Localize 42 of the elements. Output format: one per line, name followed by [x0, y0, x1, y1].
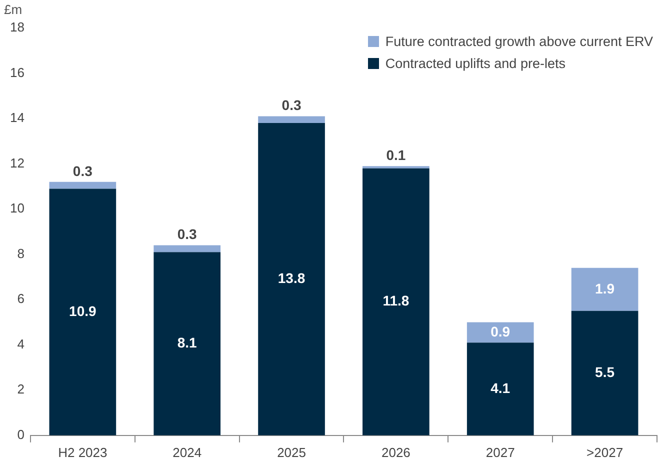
y-tick-label: 10	[10, 200, 24, 216]
bar	[571, 268, 638, 311]
x-tick-label: >2027	[586, 444, 624, 460]
x-tick-label: 2024	[172, 444, 202, 460]
data-label: 5.5	[595, 364, 615, 380]
y-tick-label: 0	[17, 426, 24, 442]
data-label: 0.9	[490, 323, 510, 340]
data-label: 4.1	[490, 380, 510, 396]
data-label: 10.9	[69, 302, 97, 319]
bar	[362, 168, 430, 436]
bar	[258, 116, 325, 124]
y-tick-label: 6	[17, 291, 24, 306]
x-tick-label: 2027	[486, 444, 515, 460]
data-label: 1.9	[595, 280, 615, 296]
x-tick-label: 2025	[277, 444, 306, 460]
bar	[154, 252, 221, 436]
legend-label: Contracted uplifts and pre-lets	[385, 56, 566, 71]
bar	[571, 310, 638, 436]
y-tick-label: 12	[10, 155, 24, 170]
y-tick-label: 2	[17, 382, 24, 397]
data-label: 11.8	[382, 292, 410, 309]
data-label: 0.3	[72, 162, 93, 179]
y-tick-label: 16	[10, 64, 24, 80]
data-label: 13.8	[278, 270, 306, 286]
data-label: 8.1	[177, 334, 198, 351]
data-label: 0.3	[282, 97, 302, 114]
y-tick-label: 18	[10, 20, 24, 35]
data-label: 0.3	[177, 226, 198, 242]
legend-label: Future contracted growth above current ERV	[385, 34, 653, 49]
bar	[466, 322, 534, 343]
x-tick-label: 2026	[381, 444, 410, 460]
bar	[49, 182, 116, 189]
y-axis-title: £m	[4, 2, 22, 17]
bar	[154, 245, 221, 252]
bar	[258, 123, 325, 436]
y-tick-label: 14	[10, 110, 24, 126]
bar	[466, 342, 534, 436]
bar	[49, 188, 116, 436]
data-label: 0.1	[386, 146, 406, 163]
y-tick-label: 4	[17, 336, 24, 352]
y-tick-label: 8	[17, 246, 24, 261]
x-tick-label: H2 2023	[58, 444, 108, 460]
